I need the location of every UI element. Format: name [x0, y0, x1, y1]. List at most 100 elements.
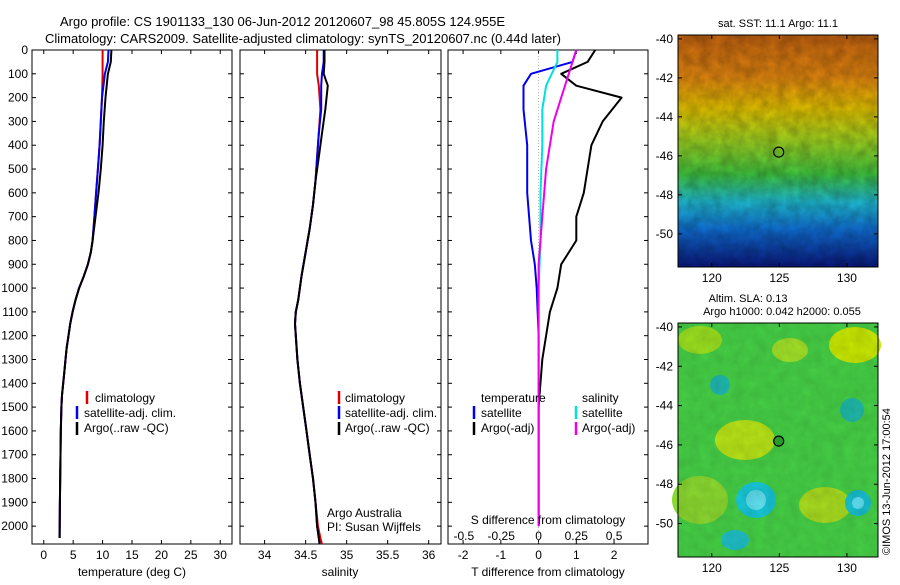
map-y-tick-label: -50	[656, 517, 674, 531]
map-y-tick-label: -48	[656, 477, 674, 491]
x-tick-label: 0	[40, 548, 47, 562]
x-tick-label: 30	[214, 548, 228, 562]
legend-salinity-heading: salinity	[582, 391, 619, 405]
map-x-tick-label: 125	[769, 271, 789, 285]
x-tick-label: 34.5	[294, 548, 318, 562]
map-y-tick-label: -44	[656, 399, 674, 413]
x-tick-label: 25	[184, 548, 198, 562]
x-tick-label: 34	[258, 548, 272, 562]
map-x-tick-label: 125	[769, 561, 789, 575]
temperature-panel: 0100200300400500600700800900100011001200…	[1, 43, 233, 579]
sla-map-title-line2: Argo h1000: 0.042 h2000: 0.055	[703, 306, 861, 318]
x-tick-label: 35	[340, 548, 354, 562]
map-x-tick-label: 120	[702, 561, 722, 575]
legend-climatology-label: climatology	[95, 391, 155, 405]
s-tick-label: -0.25	[488, 529, 516, 543]
depth-tick-label: 800	[8, 233, 28, 247]
map-y-tick-label: -48	[656, 188, 674, 202]
map-y-tick-label: -44	[656, 110, 674, 124]
depth-tick-label: 2000	[1, 519, 28, 533]
depth-tick-label: 200	[8, 91, 28, 105]
legend-sal-satellite-label: satellite	[582, 406, 623, 420]
legend-argo-label: Argo(..raw -QC)	[345, 421, 430, 435]
sla-map-frame	[677, 322, 879, 558]
series-temperature-argo-adj-	[537, 49, 623, 527]
map-y-tick-label: -50	[656, 227, 674, 241]
figure-title-line2: Climatology: CARS2009. Satellite-adjuste…	[45, 31, 561, 46]
map-y-tick-label: -42	[656, 359, 674, 373]
legend-climatology-label: climatology	[345, 391, 405, 405]
sst-map-ticks: 120 125 130 -40 -42 -44 -46 -48 -50	[656, 32, 878, 285]
temperature-ticks: 0100200300400500600700800900100011001200…	[1, 43, 232, 562]
depth-tick-label: 1900	[1, 495, 28, 509]
sla-argo-marker	[773, 435, 785, 447]
map-x-tick-label: 130	[837, 561, 857, 575]
legend-satellite-label: satellite-adj. clim.	[345, 406, 437, 420]
map-y-tick-label: -42	[656, 71, 674, 85]
x-tick-label: 0	[535, 548, 542, 562]
map-y-tick-label: -46	[656, 438, 674, 452]
depth-tick-label: 700	[8, 210, 28, 224]
depth-tick-label: 300	[8, 114, 28, 128]
x-tick-label: -1	[495, 548, 506, 562]
depth-tick-label: 1100	[2, 305, 28, 319]
difference-legend-salinity: salinity satellite Argo(-adj)	[574, 391, 635, 435]
map-y-tick-label: -46	[656, 149, 674, 163]
legend-sal-argo-label: Argo(-adj)	[582, 421, 635, 435]
difference-legend-temperature: temperature satellite Argo(-adj)	[472, 391, 546, 435]
x-tick-label: 35.5	[376, 548, 400, 562]
series-argo-raw-qc-	[294, 50, 329, 545]
x-tick-label: 10	[96, 548, 110, 562]
sla-map-panel: Altim. SLA: 0.13 Argo h1000: 0.042 h2000…	[656, 293, 881, 575]
x-tick-label: 36	[422, 548, 436, 562]
depth-tick-label: 0	[21, 43, 28, 57]
sst-map-frame	[677, 34, 879, 268]
figure-title-line1: Argo profile: CS 1901133_130 06-Jun-2012…	[60, 14, 505, 29]
map-y-tick-label: -40	[656, 32, 674, 46]
legend-argo-label: Argo(..raw -QC)	[84, 421, 169, 435]
x-tick-label: 5	[70, 548, 77, 562]
annotation-argo-australia: Argo Australia	[327, 506, 402, 520]
map-x-tick-label: 130	[837, 271, 857, 285]
depth-tick-label: 1400	[1, 376, 28, 390]
x-tick-label: 2	[611, 548, 618, 562]
x-tick-label: -2	[458, 548, 469, 562]
salinity-series	[294, 50, 329, 545]
temperature-axes	[31, 49, 233, 545]
temperature-legend: climatology satellite-adj. clim. Argo(..…	[75, 391, 176, 435]
depth-tick-label: 600	[8, 186, 28, 200]
legend-satellite-label: satellite-adj. clim.	[84, 406, 176, 420]
sla-map-ticks: 120 125 130 -40 -42 -44 -46 -48 -50	[656, 320, 878, 575]
temperature-xlabel: temperature (deg C)	[78, 565, 186, 579]
s-tick-label: 0.25	[565, 529, 589, 543]
depth-tick-label: 1300	[1, 352, 28, 366]
salinity-ticks: 34 34.5 35 35.5 36	[240, 49, 441, 562]
salinity-xlabel: salinity	[322, 565, 359, 579]
sst-map-texture	[678, 35, 878, 267]
legend-temperature-heading: temperature	[481, 391, 546, 405]
sst-map-title: sat. SST: 11.1 Argo: 11.1	[718, 18, 838, 30]
s-tick-label: 0.5	[606, 529, 623, 543]
salinity-axes	[239, 49, 442, 545]
depth-tick-label: 900	[8, 257, 28, 271]
annotation-pi: PI: Susan Wijffels	[327, 520, 421, 534]
x-tick-label: 20	[155, 548, 169, 562]
series-temperature-satellite	[522, 49, 578, 527]
sst-map-panel: sat. SST: 11.1 Argo: 11.1 120 125 130 -40 -4…	[656, 18, 879, 285]
temperature-series	[58, 49, 113, 539]
depth-tick-label: 1200	[1, 329, 28, 343]
salinity-panel: 34 34.5 35 35.5 36 salinity climatology sate…	[239, 49, 442, 579]
salinity-legend: climatology satellite-adj. clim. Argo(..…	[337, 391, 437, 435]
difference-axes	[447, 49, 649, 545]
depth-tick-label: 100	[8, 67, 28, 81]
difference-xlabel: T difference from climatology	[471, 565, 625, 579]
x-tick-label: 15	[125, 548, 139, 562]
series-argo-raw-qc-	[58, 49, 113, 539]
difference-xlabel-top: S difference from climatology	[471, 513, 626, 527]
legend-temp-satellite-label: satellite	[481, 406, 522, 420]
depth-tick-label: 1600	[1, 424, 28, 438]
x-tick-label: 1	[573, 548, 580, 562]
legend-temp-argo-label: Argo(-adj)	[481, 421, 534, 435]
sla-map-title-line1: Altim. SLA: 0.13	[709, 293, 788, 305]
